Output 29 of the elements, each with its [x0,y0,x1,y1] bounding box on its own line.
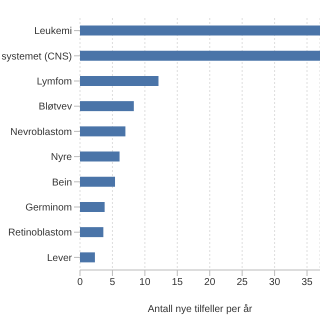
y-tick-label: Nyre [50,152,72,164]
x-tick-label: 25 [236,277,248,288]
x-tick-label: 35 [301,277,314,288]
y-tick-label: Retinoblastom [8,228,72,239]
bar [80,26,320,36]
x-axis-title: Antall nye tilfeller per år [148,303,253,315]
bar [80,152,120,162]
x-tick-label: 10 [139,277,151,288]
x-tick-label: 5 [110,277,116,288]
x-tick-label: 15 [172,277,184,288]
x-tick-label: 0 [77,277,84,288]
bar [80,76,158,86]
y-tick-label: systemet (CNS) [1,51,72,62]
y-tick-label: Germinom [25,202,72,214]
bar [80,126,126,136]
x-tick-label: 20 [204,277,216,288]
y-tick-label: Lymfom [36,76,72,88]
x-tick-label: 30 [269,277,281,288]
bar [80,202,105,212]
y-tick-label: Lever [46,252,73,264]
y-tick-label: Nevroblastom [10,126,72,138]
bar [80,227,104,238]
bar [80,252,95,262]
bar [80,176,116,187]
y-tick-label: Bløtvev [38,102,72,113]
bar [80,50,320,61]
bar [80,101,134,112]
y-tick-label: Bein [52,177,72,188]
y-tick-label: Leukemi [34,26,72,38]
